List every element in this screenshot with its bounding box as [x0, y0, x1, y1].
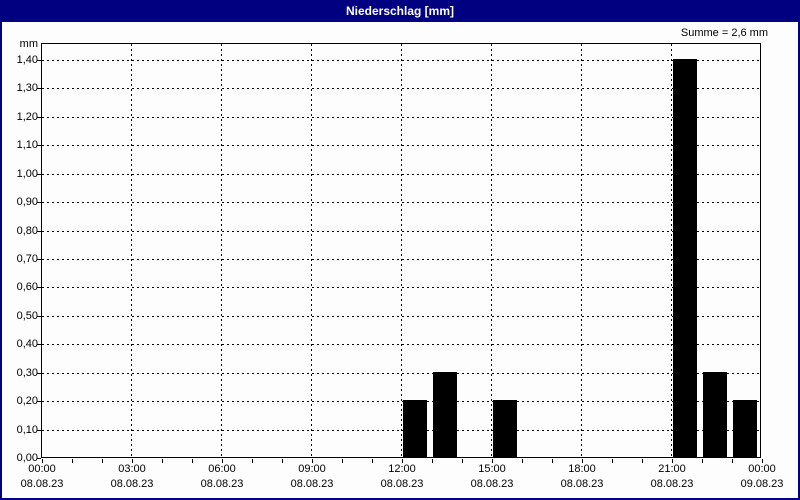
plot-area [41, 43, 761, 458]
x-tick-time-label: 00:00 [28, 463, 56, 475]
y-axis-tick [37, 60, 41, 61]
v-gridline [671, 44, 672, 457]
x-tick-date-label: 09.08.23 [740, 478, 784, 490]
y-tick-label: 0,30 [16, 367, 38, 379]
y-tick-label: 0,90 [16, 196, 38, 208]
y-axis-tick [37, 430, 41, 431]
y-tick-label: 1,20 [16, 111, 38, 123]
x-axis-tick [552, 459, 553, 463]
x-tick-time-label: 15:00 [478, 463, 506, 475]
x-tick-time-label: 09:00 [298, 463, 326, 475]
x-tick-time-label: 06:00 [208, 463, 236, 475]
y-axis-unit-label: mm [19, 38, 38, 50]
x-axis-tick [312, 459, 313, 463]
x-tick-date-label: 08.08.23 [470, 478, 514, 490]
y-tick-label: 0,10 [16, 424, 38, 436]
y-axis-tick [37, 458, 41, 459]
v-gridline [131, 44, 132, 457]
x-tick-date-label: 08.08.23 [650, 478, 694, 490]
x-axis-tick [492, 459, 493, 463]
x-axis-tick [372, 459, 373, 463]
x-axis-tick [702, 459, 703, 463]
y-tick-label: 1,40 [16, 54, 38, 66]
x-axis-tick [162, 459, 163, 463]
x-axis-tick [102, 459, 103, 463]
chart-area: Summe = 2,6 mm mm 0,00 0,10 0,20 0,30 0,40 0,… [2, 22, 798, 498]
y-tick-label: 0,20 [16, 395, 38, 407]
x-axis-tick [282, 459, 283, 463]
x-axis-tick [672, 459, 673, 463]
bar [733, 400, 757, 457]
y-axis-tick [37, 145, 41, 146]
x-tick-date-label: 08.08.23 [380, 478, 424, 490]
y-tick-label: 0,70 [16, 253, 38, 265]
y-tick-label: 0,60 [16, 281, 38, 293]
x-tick-date-label: 08.08.23 [20, 478, 64, 490]
sum-label: Summe = 2,6 mm [680, 27, 768, 39]
x-tick-date-label: 08.08.23 [560, 478, 604, 490]
y-axis-tick [37, 174, 41, 175]
y-tick-label: 0,00 [16, 452, 38, 464]
x-axis-tick [612, 459, 613, 463]
y-axis-tick [37, 202, 41, 203]
y-axis-tick [37, 401, 41, 402]
x-axis-tick [462, 459, 463, 463]
y-axis-tick [37, 117, 41, 118]
y-tick-label: 1,00 [16, 168, 38, 180]
y-axis-tick [37, 344, 41, 345]
v-gridline [491, 44, 492, 457]
x-axis-tick [252, 459, 253, 463]
chart-title: Niederschlag [mm] [345, 4, 455, 18]
y-axis-tick [37, 316, 41, 317]
title-bar: Niederschlag [mm] [0, 0, 800, 22]
y-axis-tick [37, 259, 41, 260]
x-tick-time-label: 18:00 [568, 463, 596, 475]
x-tick-time-label: 21:00 [658, 463, 686, 475]
bar [403, 400, 427, 457]
bar [703, 372, 727, 457]
x-axis-tick [432, 459, 433, 463]
bar [673, 59, 697, 457]
bar [433, 372, 457, 457]
y-tick-label: 0,50 [16, 310, 38, 322]
x-axis-tick [72, 459, 73, 463]
x-axis-tick [642, 459, 643, 463]
x-axis-tick [402, 459, 403, 463]
y-axis-tick [37, 88, 41, 89]
y-axis-tick [37, 373, 41, 374]
y-tick-label: 1,30 [16, 82, 38, 94]
bar [493, 400, 517, 457]
x-tick-time-label: 12:00 [388, 463, 416, 475]
v-gridline [581, 44, 582, 457]
x-axis-tick [192, 459, 193, 463]
x-axis-tick [342, 459, 343, 463]
v-gridline [221, 44, 222, 457]
x-tick-date-label: 08.08.23 [200, 478, 244, 490]
x-tick-date-label: 08.08.23 [290, 478, 334, 490]
x-axis-tick [762, 459, 763, 463]
x-axis-tick [132, 459, 133, 463]
x-axis-tick [732, 459, 733, 463]
y-tick-label: 1,10 [16, 139, 38, 151]
y-axis-tick [37, 231, 41, 232]
y-tick-label: 0,80 [16, 225, 38, 237]
y-axis-tick [37, 287, 41, 288]
y-tick-label: 0,40 [16, 338, 38, 350]
x-axis-tick [522, 459, 523, 463]
v-gridline [401, 44, 402, 457]
x-axis-tick [42, 459, 43, 463]
x-axis-tick [582, 459, 583, 463]
x-axis-tick [222, 459, 223, 463]
x-tick-time-label: 03:00 [118, 463, 146, 475]
x-tick-date-label: 08.08.23 [110, 478, 154, 490]
v-gridline [311, 44, 312, 457]
x-tick-time-label: 00:00 [748, 463, 776, 475]
